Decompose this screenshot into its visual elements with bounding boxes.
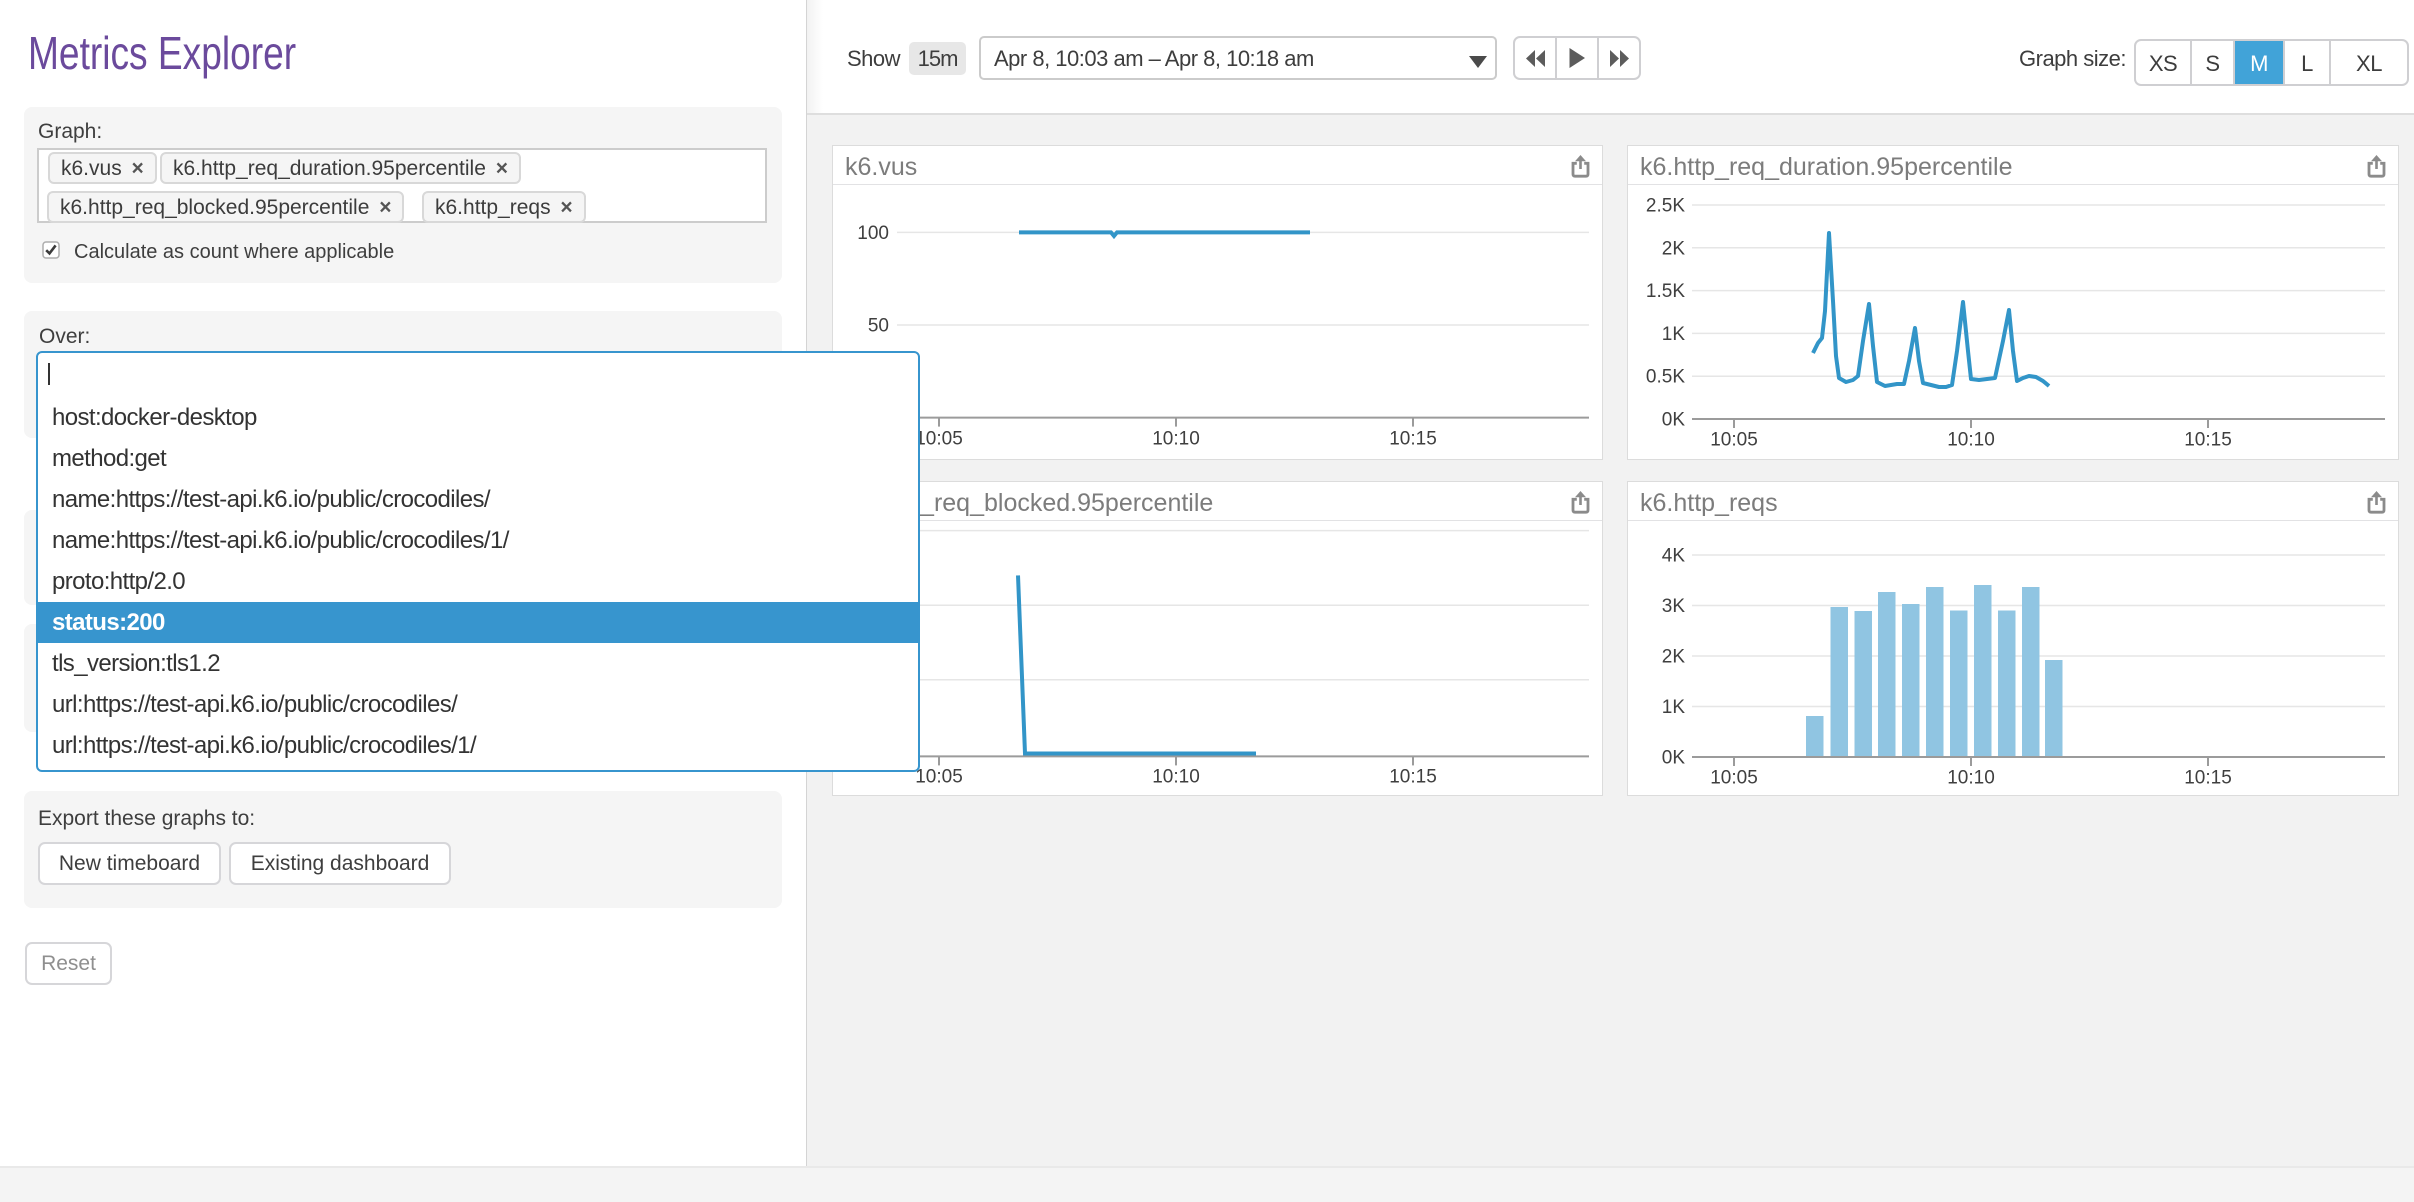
svg-text:4K: 4K <box>1662 546 1686 567</box>
svg-text:1.5K: 1.5K <box>1646 281 1685 302</box>
svg-text:0K: 0K <box>1662 410 1686 431</box>
svg-text:10:05: 10:05 <box>1710 430 1758 451</box>
svg-text:1K: 1K <box>1662 697 1686 718</box>
svg-text:10:15: 10:15 <box>1389 767 1437 788</box>
svg-text:10:10: 10:10 <box>1152 429 1200 450</box>
svg-text:0K: 0K <box>1662 748 1686 769</box>
svg-text:10:15: 10:15 <box>1389 429 1437 450</box>
svg-text:10:10: 10:10 <box>1152 767 1200 788</box>
svg-text:10:05: 10:05 <box>915 429 963 450</box>
svg-text:10:10: 10:10 <box>1947 768 1995 789</box>
svg-text:2.5K: 2.5K <box>1646 196 1685 217</box>
svg-text:2K: 2K <box>1662 647 1686 668</box>
svg-text:10:10: 10:10 <box>1947 430 1995 451</box>
svg-text:3K: 3K <box>1662 596 1686 617</box>
svg-text:10:15: 10:15 <box>2184 430 2232 451</box>
svg-text:10:05: 10:05 <box>1710 768 1758 789</box>
svg-text:10:15: 10:15 <box>2184 768 2232 789</box>
svg-text:50: 50 <box>868 316 889 337</box>
svg-text:2K: 2K <box>1662 238 1686 259</box>
svg-text:0.5K: 0.5K <box>1646 367 1685 388</box>
svg-text:10:05: 10:05 <box>915 767 963 788</box>
svg-text:1K: 1K <box>1662 324 1686 345</box>
svg-text:100: 100 <box>857 223 889 244</box>
